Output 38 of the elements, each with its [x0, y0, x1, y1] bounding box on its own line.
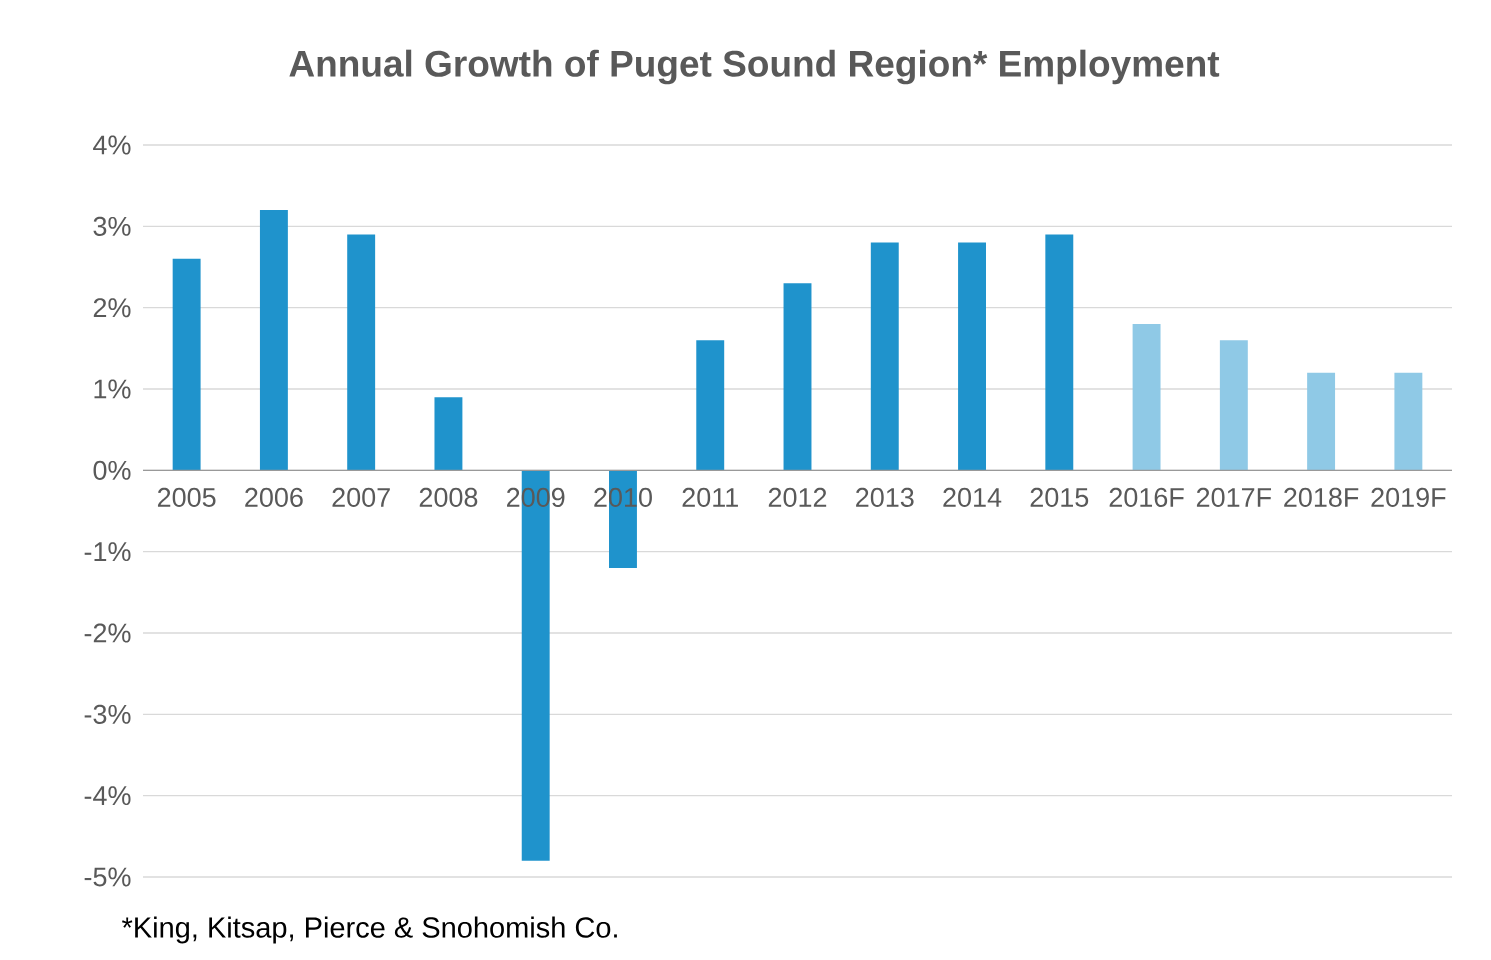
y-tick-label: 3%	[93, 216, 131, 236]
chart-title: Annual Growth of Puget Sound Region* Employment	[289, 49, 1220, 85]
bar	[259, 210, 288, 471]
x-tick-label: 2005	[157, 487, 216, 507]
x-tick-label: 2008	[419, 487, 478, 507]
y-tick-label: 2%	[93, 298, 131, 318]
x-tick-label: 2016F	[1109, 487, 1184, 507]
bar	[1307, 372, 1336, 471]
bar	[347, 234, 376, 471]
bar	[958, 242, 986, 471]
bar	[783, 283, 812, 471]
y-tick-label: 1%	[94, 379, 131, 399]
y-tick-label: -4%	[84, 786, 131, 806]
y-tick-label: -3%	[84, 704, 131, 724]
y-tick-label: 0%	[93, 460, 131, 480]
bar	[434, 397, 463, 471]
x-tick-label: 2011	[682, 487, 738, 507]
x-tick-label: 2017F	[1196, 487, 1272, 507]
y-tick-label: -5%	[84, 867, 131, 887]
bar	[696, 340, 725, 471]
y-tick-label: -2%	[84, 623, 131, 643]
y-tick-label: 4%	[93, 135, 131, 155]
x-tick-label: 2012	[768, 487, 827, 507]
x-tick-label: 2018F	[1284, 487, 1359, 507]
bar	[870, 242, 899, 471]
x-tick-label: 2006	[245, 487, 303, 507]
bar	[172, 258, 201, 471]
x-tick-label: 2007	[332, 487, 390, 507]
text: *King, Kitsap, Pierce & Snohomish Co.	[121, 916, 617, 944]
x-tick-label: 2013	[856, 487, 914, 507]
x-tick-label: 2015	[1030, 487, 1089, 507]
y-tick-label: -1%	[84, 542, 131, 562]
x-tick-label: 2014	[943, 487, 1002, 507]
bar	[1394, 372, 1423, 471]
bar	[1132, 323, 1161, 471]
bar	[1045, 234, 1074, 471]
bar	[1219, 340, 1248, 471]
x-tick-label: 2019F	[1371, 487, 1446, 507]
